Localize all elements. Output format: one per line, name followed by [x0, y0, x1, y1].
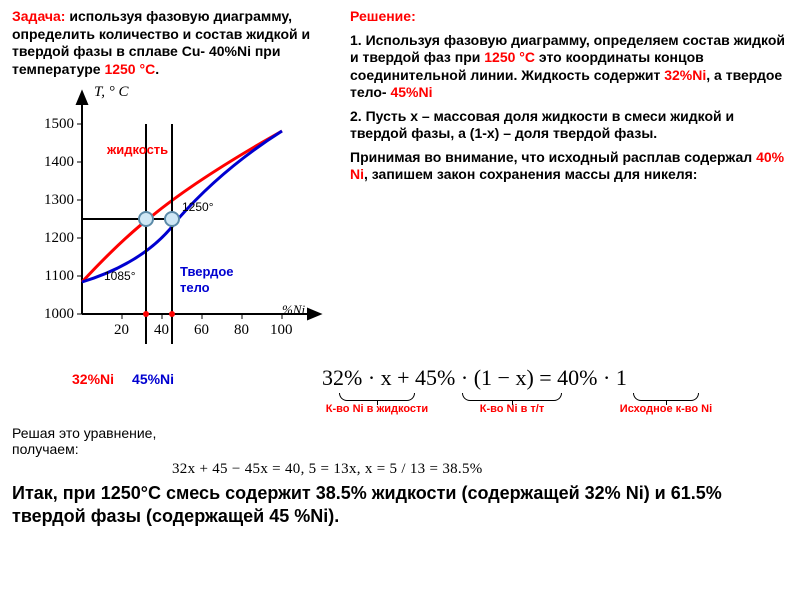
step2b-prefix: Принимая во внимание, что исходный распл… [350, 149, 756, 165]
step2b-suffix: , запишем закон сохранения массы для ник… [364, 166, 697, 182]
ytick-5: 1500 [44, 116, 74, 133]
ytick-1: 1100 [45, 268, 74, 285]
final-answer: Итак, при 1250°С смесь содержит 38.5% жи… [12, 482, 788, 529]
solving-equation: 32x + 45 − 45x = 40, 5 = 13x, x = 5 / 13… [172, 461, 788, 478]
x-axis-title: %Ni [282, 302, 305, 318]
step2-paragraph: 2. Пусть х – массовая доля жидкости в см… [350, 108, 788, 143]
label-1085: 1085° [104, 269, 136, 283]
solid-composition-label: 45%Ni [132, 371, 174, 387]
task-dot: . [155, 61, 159, 77]
xtick-0: 20 [114, 322, 129, 339]
ytick-2: 1200 [44, 230, 74, 247]
xtick-1: 40 [154, 322, 169, 339]
step2b-paragraph: Принимая во внимание, что исходный распл… [350, 149, 788, 184]
step1-liq: 32%Ni [664, 67, 706, 83]
solving-label: Решая это уравнение, получаем: [12, 425, 172, 457]
xtick-2: 60 [194, 322, 209, 339]
solid-region-label-1: Твердое [180, 264, 234, 279]
phase-diagram-chart: 1000 1100 1200 1300 1400 1500 20 40 60 8… [12, 84, 332, 369]
ytick-4: 1400 [44, 154, 74, 171]
solution-label: Решение: [350, 8, 416, 24]
xtick-3: 80 [234, 322, 249, 339]
solid-region-label-2: тело [180, 280, 210, 295]
label-1250: 1250° [182, 200, 214, 214]
ytick-0: 1000 [44, 306, 74, 323]
mass-balance-equation: 32% · x + 45% · (1 − x) = 40% · 1 [322, 365, 788, 391]
task-paragraph: Задача: используя фазовую диаграмму, опр… [12, 8, 342, 78]
liquid-region-label: жидкость [107, 142, 168, 157]
ytick-3: 1300 [44, 192, 74, 209]
y-axis-title: T, ° C [94, 84, 128, 101]
step1-paragraph: 1. Используя фазовую диаграмму, определя… [350, 32, 788, 102]
task-temp: 1250 °С [104, 61, 155, 77]
final-part-a: Итак, при 1250° [12, 483, 148, 503]
composition-labels-row: 32%Ni 45%Ni [72, 371, 342, 387]
liquid-composition-label: 32%Ni [72, 371, 114, 387]
xtick-4: 100 [270, 322, 293, 339]
step1-sol: 45%Ni [390, 84, 432, 100]
task-label: Задача: [12, 8, 65, 24]
equation-term-labels: К-во Ni в жидкости К-во Ni в т/т Исходно… [322, 393, 788, 415]
step1-temp: 1250 °С [484, 49, 535, 65]
